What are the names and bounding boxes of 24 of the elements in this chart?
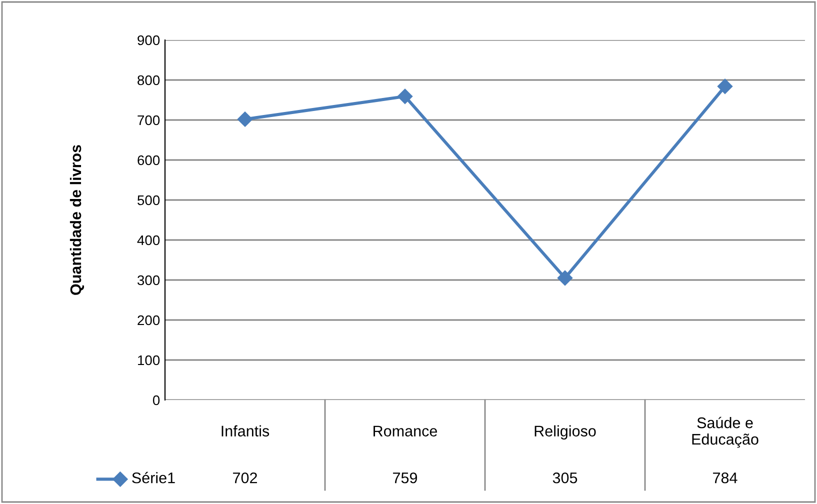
data-label: 702 bbox=[233, 472, 257, 484]
y-tick-label: 200 bbox=[138, 315, 160, 326]
y-tick-label: 400 bbox=[137, 235, 160, 246]
y-tick-label: 100 bbox=[138, 355, 160, 366]
y-tick-label: 0 bbox=[152, 395, 160, 406]
y-axis-title: Quantidade de livros bbox=[70, 145, 84, 295]
y-tick-label: 300 bbox=[138, 275, 160, 286]
point bbox=[557, 270, 573, 286]
x-tick-label: Saúde e Educação bbox=[692, 416, 758, 448]
y-tick-label: 900 bbox=[138, 35, 160, 46]
x-tick-label: Romance bbox=[374, 426, 438, 436]
data-label: 305 bbox=[552, 472, 578, 484]
x-tick-label: Infantis bbox=[222, 425, 270, 436]
point bbox=[717, 78, 733, 94]
y-tick-label: 700 bbox=[138, 115, 160, 126]
point bbox=[397, 88, 413, 104]
data-label: 759 bbox=[393, 472, 418, 484]
data-label: 784 bbox=[713, 472, 738, 484]
y-tick-label: 800 bbox=[138, 75, 160, 86]
y-tick-label: 500 bbox=[138, 195, 160, 206]
x-tick-label: Religioso bbox=[534, 425, 596, 440]
legend-label: Série1 bbox=[132, 472, 175, 484]
y-tick-label: 600 bbox=[138, 155, 160, 166]
point bbox=[237, 112, 253, 127]
